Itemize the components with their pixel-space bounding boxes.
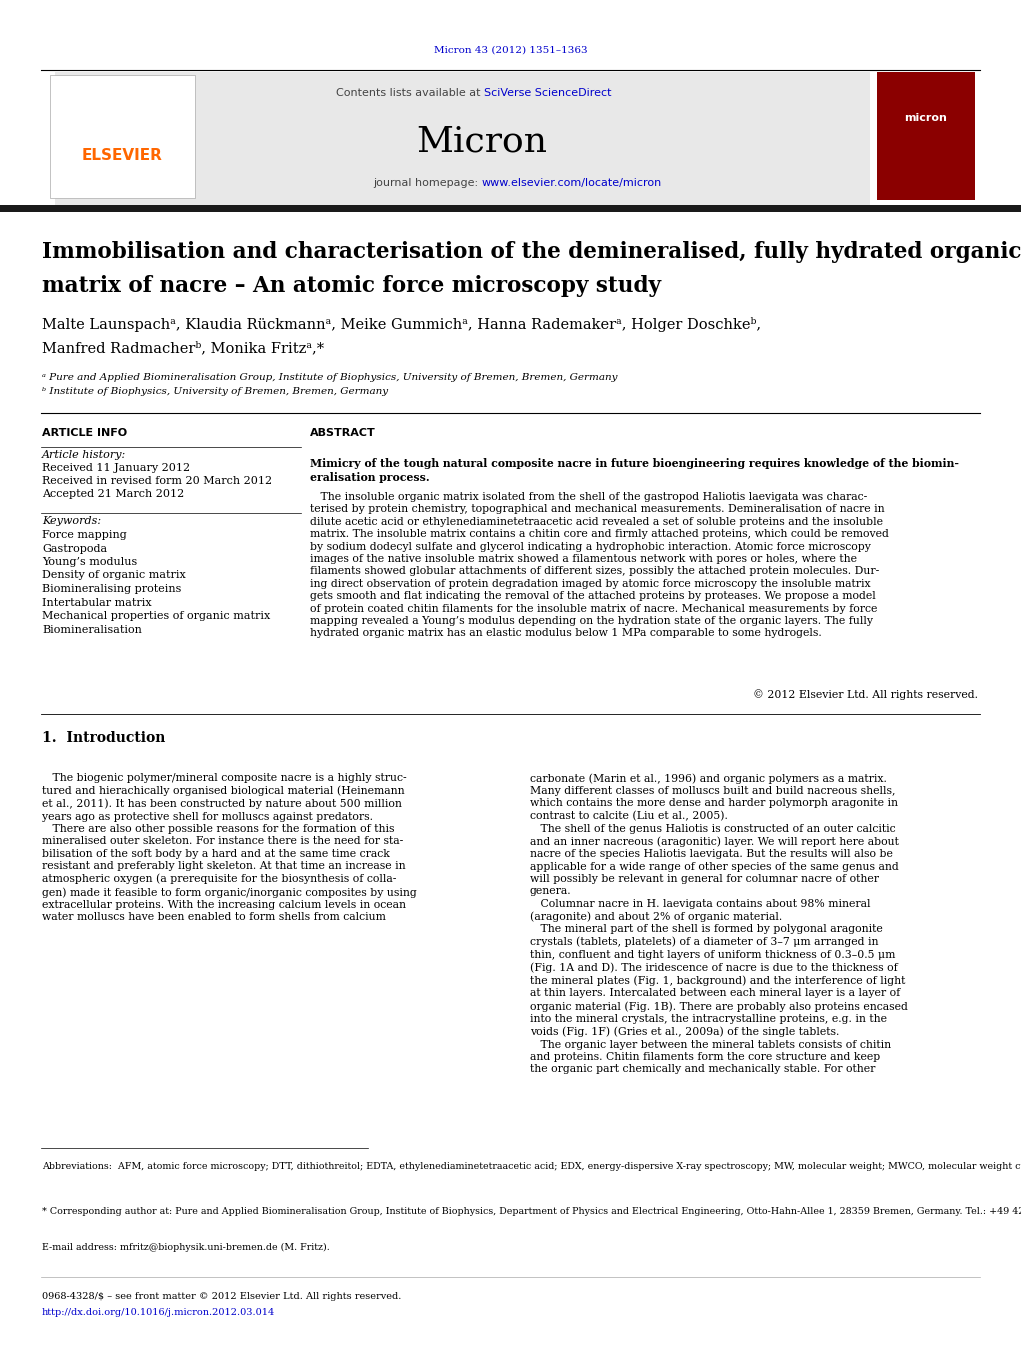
Text: The insoluble organic matrix isolated from the shell of the gastropod Haliotis l: The insoluble organic matrix isolated fr… — [310, 492, 889, 639]
Text: ARTICLE INFO: ARTICLE INFO — [42, 428, 128, 438]
Text: ELSEVIER: ELSEVIER — [82, 147, 162, 162]
Text: Abbreviations:  AFM, atomic force microscopy; DTT, dithiothreitol; EDTA, ethylen: Abbreviations: AFM, atomic force microsc… — [42, 1162, 1021, 1171]
Text: Received 11 January 2012: Received 11 January 2012 — [42, 463, 190, 473]
Text: matrix of nacre – An atomic force microscopy study: matrix of nacre – An atomic force micros… — [42, 276, 661, 297]
FancyBboxPatch shape — [877, 72, 975, 200]
Text: Mimicry of the tough natural composite nacre in future bioengineering requires k: Mimicry of the tough natural composite n… — [310, 458, 959, 482]
Text: The biogenic polymer/mineral composite nacre is a highly struc-
tured and hierac: The biogenic polymer/mineral composite n… — [42, 773, 417, 923]
Text: Article history:: Article history: — [42, 450, 127, 459]
Text: ᵇ Institute of Biophysics, University of Bremen, Bremen, Germany: ᵇ Institute of Biophysics, University of… — [42, 386, 388, 396]
Text: Force mapping: Force mapping — [42, 530, 127, 540]
Text: carbonate (Marin et al., 1996) and organic polymers as a matrix.
Many different : carbonate (Marin et al., 1996) and organ… — [530, 773, 908, 1074]
Text: journal homepage:: journal homepage: — [374, 178, 482, 188]
Text: Accepted 21 March 2012: Accepted 21 March 2012 — [42, 489, 184, 499]
Text: Manfred Radmacherᵇ, Monika Fritzᵃ,*: Manfred Radmacherᵇ, Monika Fritzᵃ,* — [42, 340, 324, 355]
FancyBboxPatch shape — [55, 72, 870, 205]
Text: * Corresponding author at: Pure and Applied Biomineralisation Group, Institute o: * Corresponding author at: Pure and Appl… — [42, 1206, 1021, 1216]
FancyBboxPatch shape — [0, 205, 1021, 212]
Text: Density of organic matrix: Density of organic matrix — [42, 570, 186, 581]
Text: http://dx.doi.org/10.1016/j.micron.2012.03.014: http://dx.doi.org/10.1016/j.micron.2012.… — [42, 1308, 276, 1317]
Text: Young’s modulus: Young’s modulus — [42, 557, 137, 567]
Text: Immobilisation and characterisation of the demineralised, fully hydrated organic: Immobilisation and characterisation of t… — [42, 240, 1021, 263]
FancyBboxPatch shape — [50, 76, 195, 199]
Text: Contents lists available at: Contents lists available at — [336, 88, 484, 99]
Text: Keywords:: Keywords: — [42, 516, 101, 526]
Text: E-mail address: mfritz@biophysik.uni-bremen.de (M. Fritz).: E-mail address: mfritz@biophysik.uni-bre… — [42, 1243, 330, 1252]
Text: www.elsevier.com/locate/micron: www.elsevier.com/locate/micron — [482, 178, 663, 188]
Text: Intertabular matrix: Intertabular matrix — [42, 597, 152, 608]
Text: Gastropoda: Gastropoda — [42, 543, 107, 554]
Text: Biomineralisation: Biomineralisation — [42, 624, 142, 635]
Text: Micron: Micron — [417, 126, 547, 159]
Text: Received in revised form 20 March 2012: Received in revised form 20 March 2012 — [42, 476, 273, 486]
Text: Malte Launspachᵃ, Klaudia Rückmannᵃ, Meike Gummichᵃ, Hanna Rademakerᵃ, Holger Do: Malte Launspachᵃ, Klaudia Rückmannᵃ, Mei… — [42, 317, 761, 332]
Text: SciVerse ScienceDirect: SciVerse ScienceDirect — [484, 88, 612, 99]
Text: Biomineralising proteins: Biomineralising proteins — [42, 584, 182, 594]
Text: Micron 43 (2012) 1351–1363: Micron 43 (2012) 1351–1363 — [434, 46, 587, 54]
Text: micron: micron — [905, 113, 947, 123]
Text: © 2012 Elsevier Ltd. All rights reserved.: © 2012 Elsevier Ltd. All rights reserved… — [753, 689, 978, 700]
Text: 1.  Introduction: 1. Introduction — [42, 731, 165, 744]
Text: ABSTRACT: ABSTRACT — [310, 428, 376, 438]
Text: ᵃ Pure and Applied Biomineralisation Group, Institute of Biophysics, University : ᵃ Pure and Applied Biomineralisation Gro… — [42, 373, 618, 382]
Text: 0968-4328/$ – see front matter © 2012 Elsevier Ltd. All rights reserved.: 0968-4328/$ – see front matter © 2012 El… — [42, 1292, 401, 1301]
Text: Mechanical properties of organic matrix: Mechanical properties of organic matrix — [42, 611, 271, 621]
